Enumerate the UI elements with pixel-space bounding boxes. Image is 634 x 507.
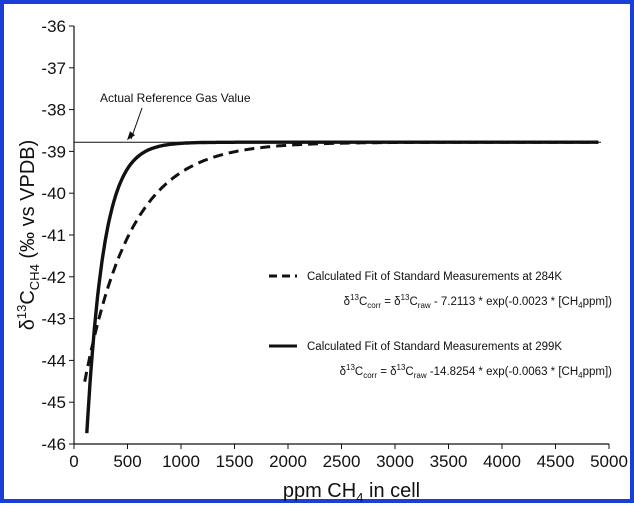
legend-equation-1: δ13Ccorr = δ13Craw - 7.2113 * exp(-0.002…	[344, 293, 613, 310]
y-tick-label: -39	[41, 142, 66, 161]
y-tick-label: -37	[41, 59, 66, 78]
y-tick-label: -40	[41, 184, 66, 203]
x-tick-label: 500	[113, 452, 141, 471]
x-tick-label: 4500	[537, 452, 575, 471]
y-tick-label: -45	[41, 393, 66, 412]
x-tick-label: 0	[69, 452, 78, 471]
reference-label: Actual Reference Gas Value	[100, 91, 251, 105]
x-tick-label: 2500	[323, 452, 361, 471]
ticks: -46 -45 -44 -43 -42 -41 -40 -39 -38 -37 -36 0 500 100…	[41, 17, 627, 471]
legend: Calculated Fit of Standard Measurements …	[269, 271, 612, 380]
y-tick-label: -46	[41, 435, 66, 454]
y-tick-label: -42	[41, 268, 66, 287]
y-tick-label: -36	[41, 17, 66, 36]
x-tick-label: 4000	[483, 452, 521, 471]
legend-equation-2: δ13Ccorr = δ13Craw -14.8254 * exp(-0.006…	[340, 363, 613, 380]
y-axis-title: δ13CCH4 (‰ vs VPDB)	[14, 140, 42, 331]
x-tick-label: 5000	[590, 452, 628, 471]
y-tick-label: -43	[41, 310, 66, 329]
axes	[73, 26, 609, 445]
y-tick-label: -38	[41, 101, 66, 120]
x-tick-label: 3500	[430, 452, 468, 471]
chart-svg: -46 -45 -44 -43 -42 -41 -40 -39 -38 -37 -36 0 500 100…	[14, 17, 628, 505]
reference-arrow-head	[127, 131, 135, 141]
axis-titles: ppm CH4 in cell δ13CCH4 (‰ vs VPDB)	[14, 140, 420, 505]
x-tick-label: 2000	[269, 452, 307, 471]
annotation-layer: Actual Reference Gas Value	[74, 91, 601, 143]
legend-label-1: Calculated Fit of Standard Measurements …	[307, 271, 562, 283]
x-tick-label: 3000	[376, 452, 414, 471]
x-tick-label: 1500	[216, 452, 254, 471]
y-tick-label: -41	[41, 226, 66, 245]
x-axis-title: ppm CH4 in cell	[283, 480, 420, 505]
x-tick-label: 1000	[162, 452, 200, 471]
y-tick-label: -44	[41, 351, 66, 370]
series-layer	[83, 140, 599, 434]
legend-label-2: Calculated Fit of Standard Measurements …	[307, 341, 562, 353]
